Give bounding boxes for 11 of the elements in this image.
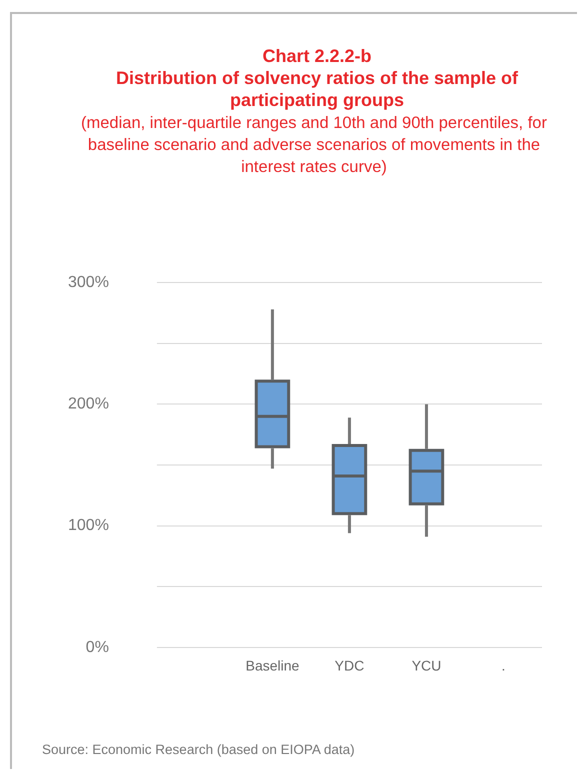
- y-tick-label: 100%: [68, 517, 109, 534]
- x-tick-label: Baseline: [246, 658, 300, 674]
- chart-subtitle: (median, inter-quartile ranges and 10th and 90th percentiles, for baseline scenario and adverse scenarios of movements in the interest rates curve): [80, 113, 548, 178]
- source-note: Source: Economic Research (based on EIOPA data): [42, 742, 355, 757]
- y-tick-label: 200%: [68, 396, 109, 413]
- chart-title: Chart 2.2.2-b Distribution of solvency ratios of the sample of participating groups: [114, 45, 520, 111]
- y-tick-label: 300%: [68, 274, 109, 292]
- x-tick-label: YDC: [334, 658, 364, 674]
- x-tick-label: .: [502, 658, 506, 674]
- x-tick-label: YCU: [412, 658, 442, 674]
- y-tick-label: 0%: [86, 638, 109, 656]
